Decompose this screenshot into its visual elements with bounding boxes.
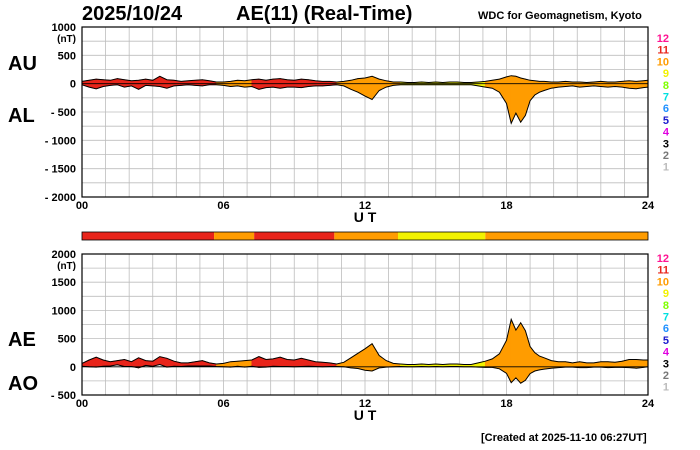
y-tick-label: - 500	[51, 390, 76, 402]
plot-frame	[81, 26, 649, 198]
data-area-segment	[378, 354, 387, 369]
data-area-segment	[515, 321, 521, 384]
y-axis-unit: (nT)	[57, 261, 76, 272]
data-area-segment	[499, 340, 507, 374]
x-tick-label: 24	[642, 200, 655, 212]
y-tick-label: 1500	[52, 277, 76, 289]
legend-level-4: 4	[663, 347, 670, 359]
data-source-label: WDC for Geomagnetism, Kyoto	[478, 10, 642, 22]
y-tick-label: 500	[58, 334, 76, 346]
legend-level-3: 3	[663, 138, 669, 150]
activity-bar-segment	[334, 232, 399, 240]
x-tick-label: 00	[76, 398, 88, 410]
y-tick-label: 500	[58, 50, 76, 62]
y-tick-label: 2000	[52, 249, 76, 261]
x-tick-label: 00	[76, 200, 88, 212]
y-tick-label: 1000	[52, 22, 76, 34]
x-tick-label: 06	[217, 398, 229, 410]
plot-frame	[81, 253, 649, 396]
activity-bar-segment	[398, 232, 486, 240]
x-tick-label: 18	[500, 398, 512, 410]
legend-level-6: 6	[663, 323, 669, 335]
data-area-segment	[520, 77, 526, 124]
legend-level-9: 9	[663, 288, 669, 300]
activity-bar-segment	[254, 232, 335, 240]
legend-level-11: 11	[657, 45, 669, 57]
data-area-segment	[364, 75, 373, 101]
data-area-segment	[286, 359, 295, 368]
chart-title: AE(11) (Real-Time)	[236, 3, 413, 25]
series-au-line	[81, 75, 649, 84]
legend-level-7: 7	[663, 312, 669, 324]
activity-bar-frame	[81, 231, 649, 241]
x-tick-label: 24	[642, 398, 655, 410]
y-tick-label: - 1500	[45, 164, 76, 176]
x-axis-label: U T	[354, 407, 377, 423]
legend-level-1: 1	[663, 162, 669, 174]
legend-level-8: 8	[663, 300, 669, 312]
y-tick-label: 1000	[52, 305, 76, 317]
x-tick-label: 12	[359, 398, 371, 410]
data-area-segment	[357, 77, 366, 97]
legend-level-7: 7	[663, 92, 669, 104]
data-area-segment	[642, 359, 649, 368]
legend-level-12: 12	[657, 253, 669, 265]
data-area-segment	[525, 78, 531, 116]
data-area-segment	[506, 75, 512, 124]
legend-level-8: 8	[663, 80, 669, 92]
legend-level-1: 1	[663, 382, 669, 394]
legend-level-5: 5	[663, 335, 669, 347]
activity-bar-segment	[82, 232, 215, 240]
activity-bar-segment	[214, 232, 255, 240]
series-label-ao: AO	[8, 373, 38, 395]
series-label-au: AU	[8, 53, 37, 75]
x-tick-label: 18	[500, 200, 512, 212]
legend-level-2: 2	[663, 370, 669, 382]
x-axis-label: U T	[354, 209, 377, 225]
y-tick-label: - 500	[51, 107, 76, 119]
chart-date: 2025/10/24	[82, 3, 183, 25]
activity-bar-segment	[485, 232, 648, 240]
legend-level-12: 12	[657, 33, 669, 45]
y-axis-unit: (nT)	[57, 34, 76, 45]
series-label-al: AL	[8, 105, 35, 127]
x-tick-label: 06	[217, 200, 229, 212]
legend-level-6: 6	[663, 103, 669, 115]
y-tick-label: 0	[70, 79, 76, 91]
legend-level-9: 9	[663, 68, 669, 80]
series-ae-line	[81, 317, 648, 366]
y-tick-label: - 2000	[45, 192, 76, 204]
data-area-segment	[510, 75, 517, 124]
series-label-ae: AE	[8, 329, 36, 351]
legend-level-2: 2	[663, 150, 669, 162]
series-al-line	[81, 84, 649, 125]
x-tick-label: 12	[359, 200, 371, 212]
data-area-segment	[628, 80, 637, 90]
y-tick-label: 0	[70, 362, 76, 374]
legend-level-3: 3	[663, 358, 669, 370]
created-timestamp: [Created at 2025-11-10 06:27UT]	[481, 432, 647, 444]
data-area-segment	[539, 355, 545, 371]
data-area-segment	[371, 75, 380, 101]
legend-level-10: 10	[657, 56, 669, 68]
legend-level-4: 4	[663, 127, 670, 139]
y-tick-label: - 1000	[45, 135, 76, 147]
legend-level-11: 11	[657, 265, 669, 277]
data-area-segment	[529, 345, 536, 375]
data-area-segment	[520, 321, 526, 384]
data-area-segment	[499, 76, 507, 105]
legend-level-10: 10	[657, 276, 669, 288]
legend-level-5: 5	[663, 115, 669, 127]
